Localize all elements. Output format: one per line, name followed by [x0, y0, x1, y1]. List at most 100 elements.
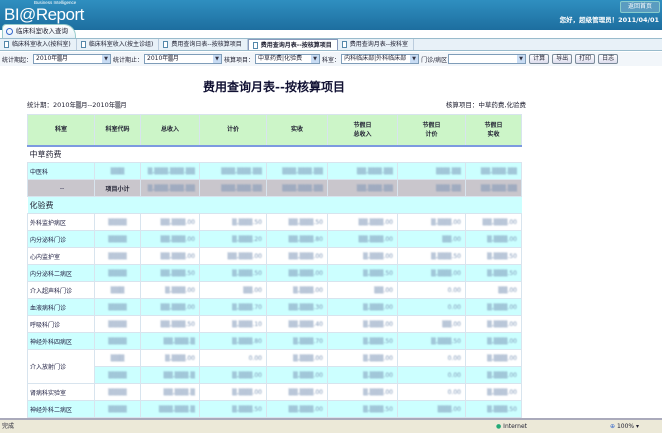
- value-cell: ▒,▒▒▒.00: [327, 247, 398, 265]
- app-header: Business Intelligence BI@Report 返回首页 您好，超…: [0, 0, 662, 30]
- sub-tabs: 临床科室收入(按科室) 临床科室收入(按主诊组) 费用查询日表--按核算项目 费用查询…: [0, 38, 662, 51]
- value-cell: 0.00: [397, 366, 466, 384]
- value-cell: ▒,▒▒▒.20: [199, 230, 267, 248]
- value-cell: ▒▒,▒▒▒.00: [140, 213, 200, 231]
- value-cell: 0.00: [397, 349, 466, 367]
- section-title: 中草药费: [27, 145, 522, 163]
- report-table: 科室 科室代码 总收入 计价 实收 节假日 总收入 节假日 计价 节假日 实收 中草药费 中医科 ▒▒▒…: [27, 114, 522, 418]
- column-header[interactable]: 节假日 计价: [397, 114, 466, 147]
- chevron-down-icon: ▼: [311, 55, 320, 63]
- dept-cell: 血液病科门诊: [27, 298, 95, 316]
- column-header[interactable]: 节假日 实收: [465, 114, 522, 147]
- code-cell: ▒▒▒▒: [94, 400, 141, 418]
- value-cell: ▒,▒▒▒,▒▒▒.▒▒: [140, 179, 200, 197]
- dept-cell: 中医科: [27, 162, 95, 180]
- value-cell: ▒▒,▒▒▒.00: [140, 298, 200, 316]
- table-row: 心内监护室 ▒▒▒▒ ▒▒,▒▒▒.00 ▒▒,▒▒▒.00 ▒▒,▒▒▒.00 ▒,▒▒…: [27, 247, 522, 265]
- value-cell: ▒,▒▒▒.50: [465, 400, 522, 418]
- value-cell: ▒,▒▒▒.50: [465, 247, 522, 265]
- table-row: 血液病科门诊 ▒▒▒▒ ▒▒,▒▒▒.00 ▒,▒▒▒.70 ▒▒,▒▒▒.30 ▒,▒▒…: [27, 298, 522, 316]
- value-cell: ▒▒▒,▒▒▒.▒▒: [199, 162, 267, 180]
- code-cell: ▒▒▒: [94, 162, 141, 180]
- export-button[interactable]: 导出: [552, 54, 573, 64]
- value-cell: ▒,▒▒▒.50: [465, 264, 522, 282]
- item-select[interactable]: 中草药费|化验费 ▼: [255, 54, 321, 64]
- code-cell: ▒▒▒▒: [94, 383, 141, 401]
- value-cell: ▒▒,▒▒▒.00: [266, 400, 328, 418]
- dept-cell: 介入超声科门诊: [27, 281, 95, 299]
- report-items: 核算项目：中草药费,化验费: [445, 101, 526, 109]
- log-button[interactable]: 日志: [598, 54, 619, 64]
- value-cell: 0.00: [397, 298, 466, 316]
- value-cell: ▒▒▒.▒▒: [397, 179, 466, 197]
- code-cell: ▒▒▒▒: [94, 315, 141, 333]
- start-period-select[interactable]: 2010年▒月 ▼: [33, 54, 112, 64]
- ward-select[interactable]: ▼: [448, 54, 527, 64]
- tab-main[interactable]: 临床科室收入查询: [2, 24, 76, 38]
- column-header[interactable]: 实收: [266, 114, 328, 147]
- sub-tab-3[interactable]: 费用查询月表--按核算项目: [247, 39, 338, 50]
- sub-tab-2[interactable]: 费用查询日表--按核算项目: [159, 39, 248, 50]
- value-cell: ▒▒,▒▒▒.00: [465, 213, 522, 231]
- sub-tab-0[interactable]: 临床科室收入(按科室): [0, 39, 77, 50]
- value-cell: ▒,▒▒▒.00: [465, 332, 522, 350]
- value-cell: ▒,▒▒▒.00: [327, 298, 398, 316]
- table-row: 介入放射门诊 ▒▒▒ ▒,▒▒▒.00 0.00 ▒,▒▒▒.00 ▒,▒▒▒.00 0.0…: [27, 349, 522, 384]
- dept-cell: 外科监护病区: [27, 213, 95, 231]
- table-row: 肾病科实验室 ▒▒▒▒ ▒▒,▒▒▒.▒ ▒,▒▒▒.00 ▒▒,▒▒▒.00 ▒,▒▒▒…: [27, 383, 522, 401]
- table-row: 呼吸科门诊 ▒▒▒▒ ▒▒,▒▒▒.50 ▒,▒▒▒.10 ▒▒,▒▒▒.40 ▒,▒▒▒…: [27, 315, 522, 333]
- value-cell: ▒▒▒,▒▒▒.▒: [140, 400, 200, 418]
- print-button[interactable]: 打印: [575, 54, 596, 64]
- column-header[interactable]: 科室: [27, 114, 95, 147]
- dept-cell: 介入放射门诊: [27, 349, 95, 384]
- code-cell: ▒▒▒: [94, 349, 141, 367]
- value-cell: ▒,▒▒▒.00: [465, 315, 522, 333]
- value-cell: ▒▒,▒▒▒.00: [327, 230, 398, 248]
- zoom-level[interactable]: ⊕ 100% ▾: [610, 423, 640, 430]
- value-cell: ▒▒,▒▒▒.▒▒: [465, 162, 522, 180]
- logo: Business Intelligence BI@Report: [4, 0, 84, 23]
- page-icon: [252, 42, 258, 49]
- column-header[interactable]: 科室代码: [94, 114, 141, 147]
- internet-zone: ● Internet: [496, 423, 527, 430]
- column-header[interactable]: 节假日 总收入: [327, 114, 398, 147]
- value-cell: ▒▒,▒▒▒.00: [266, 247, 328, 265]
- value-cell: ▒,▒▒▒.00: [140, 349, 200, 367]
- value-cell: 0.00: [397, 281, 466, 299]
- column-header[interactable]: 总收入: [140, 114, 200, 147]
- ward-label: 门诊/病区: [421, 56, 448, 64]
- status-text: 完成: [2, 423, 15, 430]
- value-cell: ▒,▒▒▒.50: [199, 213, 267, 231]
- value-cell: ▒,▒▒▒.00: [465, 366, 522, 384]
- home-button[interactable]: 返回首页: [620, 1, 660, 13]
- sub-tab-4[interactable]: 费用查询月表--按科室: [338, 39, 415, 50]
- section-row: 中草药费: [27, 145, 522, 163]
- section-title: 化验费: [27, 196, 522, 214]
- value-cell: ▒▒▒,▒▒▒.▒▒: [266, 179, 328, 197]
- end-period-select[interactable]: 2010年▒月 ▼: [144, 54, 223, 64]
- value-cell: ▒▒.00: [397, 230, 466, 248]
- value-cell: ▒▒.00: [199, 281, 267, 299]
- value-cell: ▒,▒▒▒.00: [199, 366, 267, 384]
- value-cell: ▒▒,▒▒▒.▒▒: [465, 179, 522, 197]
- value-cell: ▒▒,▒▒▒.50: [266, 213, 328, 231]
- dept-cell: --: [27, 179, 95, 197]
- page-icon: [4, 41, 9, 48]
- column-header[interactable]: 计价: [199, 114, 267, 147]
- value-cell: ▒,▒▒▒.00: [327, 315, 398, 333]
- value-cell: ▒,▒▒▒.10: [199, 315, 267, 333]
- value-cell: ▒,▒▒▒.00: [465, 349, 522, 367]
- dept-select[interactable]: 内科临床部|外科临床部 ▼: [341, 54, 420, 64]
- value-cell: ▒,▒▒▒.70: [266, 332, 328, 350]
- value-cell: ▒▒,▒▒▒.30: [266, 298, 328, 316]
- value-cell: ▒,▒▒▒.50: [327, 264, 398, 282]
- logo-tagline: Business Intelligence: [34, 0, 77, 5]
- sub-tab-1[interactable]: 临床科室收入(按主诊组): [77, 39, 160, 50]
- calculate-button[interactable]: 计算: [529, 54, 550, 64]
- value-cell: ▒,▒▒▒.00: [465, 383, 522, 401]
- code-cell: ▒▒▒▒: [94, 264, 141, 282]
- value-cell: ▒,▒▒▒,▒▒▒.▒▒: [140, 162, 200, 180]
- code-cell: ▒▒▒: [94, 281, 141, 299]
- report-icon: [6, 28, 13, 35]
- value-cell: ▒,▒▒▒.00: [327, 349, 398, 367]
